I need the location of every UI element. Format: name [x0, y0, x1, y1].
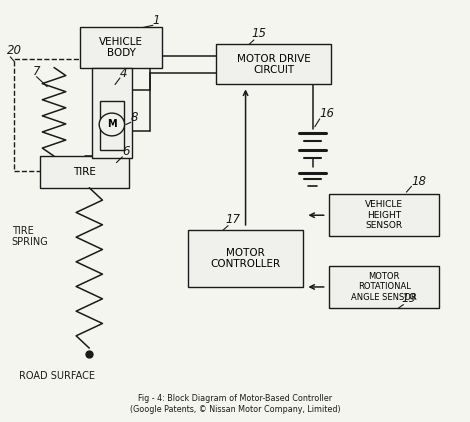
- Bar: [92, 68, 132, 158]
- Text: MOTOR
ROTATIONAL
ANGLE SENSOR: MOTOR ROTATIONAL ANGLE SENSOR: [352, 272, 417, 302]
- Text: 19: 19: [402, 292, 417, 305]
- Text: 6: 6: [122, 145, 130, 158]
- Text: MOTOR
CONTROLLER: MOTOR CONTROLLER: [211, 248, 281, 269]
- Text: 16: 16: [320, 107, 335, 120]
- Text: 17: 17: [226, 213, 241, 226]
- Bar: [216, 44, 331, 84]
- Text: VEHICLE
HEIGHT
SENSOR: VEHICLE HEIGHT SENSOR: [365, 200, 403, 230]
- Text: ROAD SURFACE: ROAD SURFACE: [19, 371, 95, 381]
- Text: 18: 18: [411, 175, 426, 188]
- Text: MOTOR DRIVE
CIRCUIT: MOTOR DRIVE CIRCUIT: [237, 54, 311, 75]
- Text: 1: 1: [153, 14, 160, 27]
- Text: TIRE: TIRE: [73, 167, 96, 177]
- Text: 20: 20: [7, 44, 22, 57]
- Bar: [14, 59, 108, 171]
- Text: 15: 15: [251, 27, 266, 40]
- Text: 4: 4: [120, 67, 127, 80]
- Bar: [100, 101, 124, 150]
- Text: 7: 7: [33, 65, 40, 78]
- Text: 8: 8: [131, 111, 138, 124]
- Text: Fig - 4: Block Diagram of Motor-Based Controller
(Google Patents, © Nissan Motor: Fig - 4: Block Diagram of Motor-Based Co…: [130, 394, 340, 414]
- Circle shape: [99, 113, 125, 136]
- Text: VEHICLE
BODY: VEHICLE BODY: [99, 37, 143, 58]
- Bar: [80, 27, 162, 68]
- Bar: [40, 156, 129, 188]
- Text: M: M: [107, 119, 117, 130]
- Bar: [329, 194, 439, 236]
- Bar: [188, 230, 303, 287]
- Text: TIRE
SPRING: TIRE SPRING: [12, 225, 48, 247]
- Bar: [329, 266, 439, 308]
